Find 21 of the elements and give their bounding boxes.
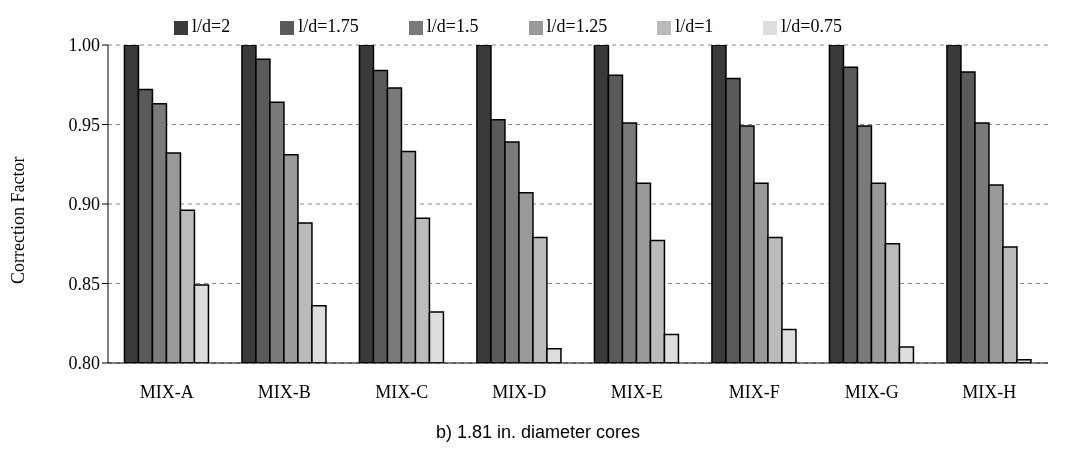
legend-label: l/d=1 <box>675 16 714 36</box>
x-tick-label: MIX-C <box>375 381 429 402</box>
x-tick-label: MIX-F <box>728 381 780 402</box>
y-tick-label: 0.95 <box>68 114 100 135</box>
x-tick-label: MIX-G <box>844 381 899 402</box>
x-tick-label: MIX-D <box>492 381 547 402</box>
y-axis-title: Correction Factor <box>8 156 29 284</box>
y-tick-label: 1.00 <box>68 35 100 56</box>
legend-label: l/d=0.75 <box>781 16 842 36</box>
x-tick-label: MIX-A <box>139 381 194 402</box>
legend-label: l/d=1.5 <box>426 16 479 36</box>
text: b) 1.81 in. diameter cores <box>434 422 642 443</box>
legend-label: l/d=1.75 <box>298 16 359 36</box>
x-tick-label: MIX-H <box>962 381 1017 402</box>
y-tick-label: 0.80 <box>68 353 100 374</box>
legend-label: l/d=2 <box>192 16 231 36</box>
x-tick-label: MIX-B <box>257 381 311 402</box>
x-tick-label: MIX-E <box>610 381 663 402</box>
legend-label: l/d=1.25 <box>546 16 608 36</box>
y-tick-label: 0.85 <box>68 273 100 294</box>
y-tick-label: 0.90 <box>68 194 100 215</box>
